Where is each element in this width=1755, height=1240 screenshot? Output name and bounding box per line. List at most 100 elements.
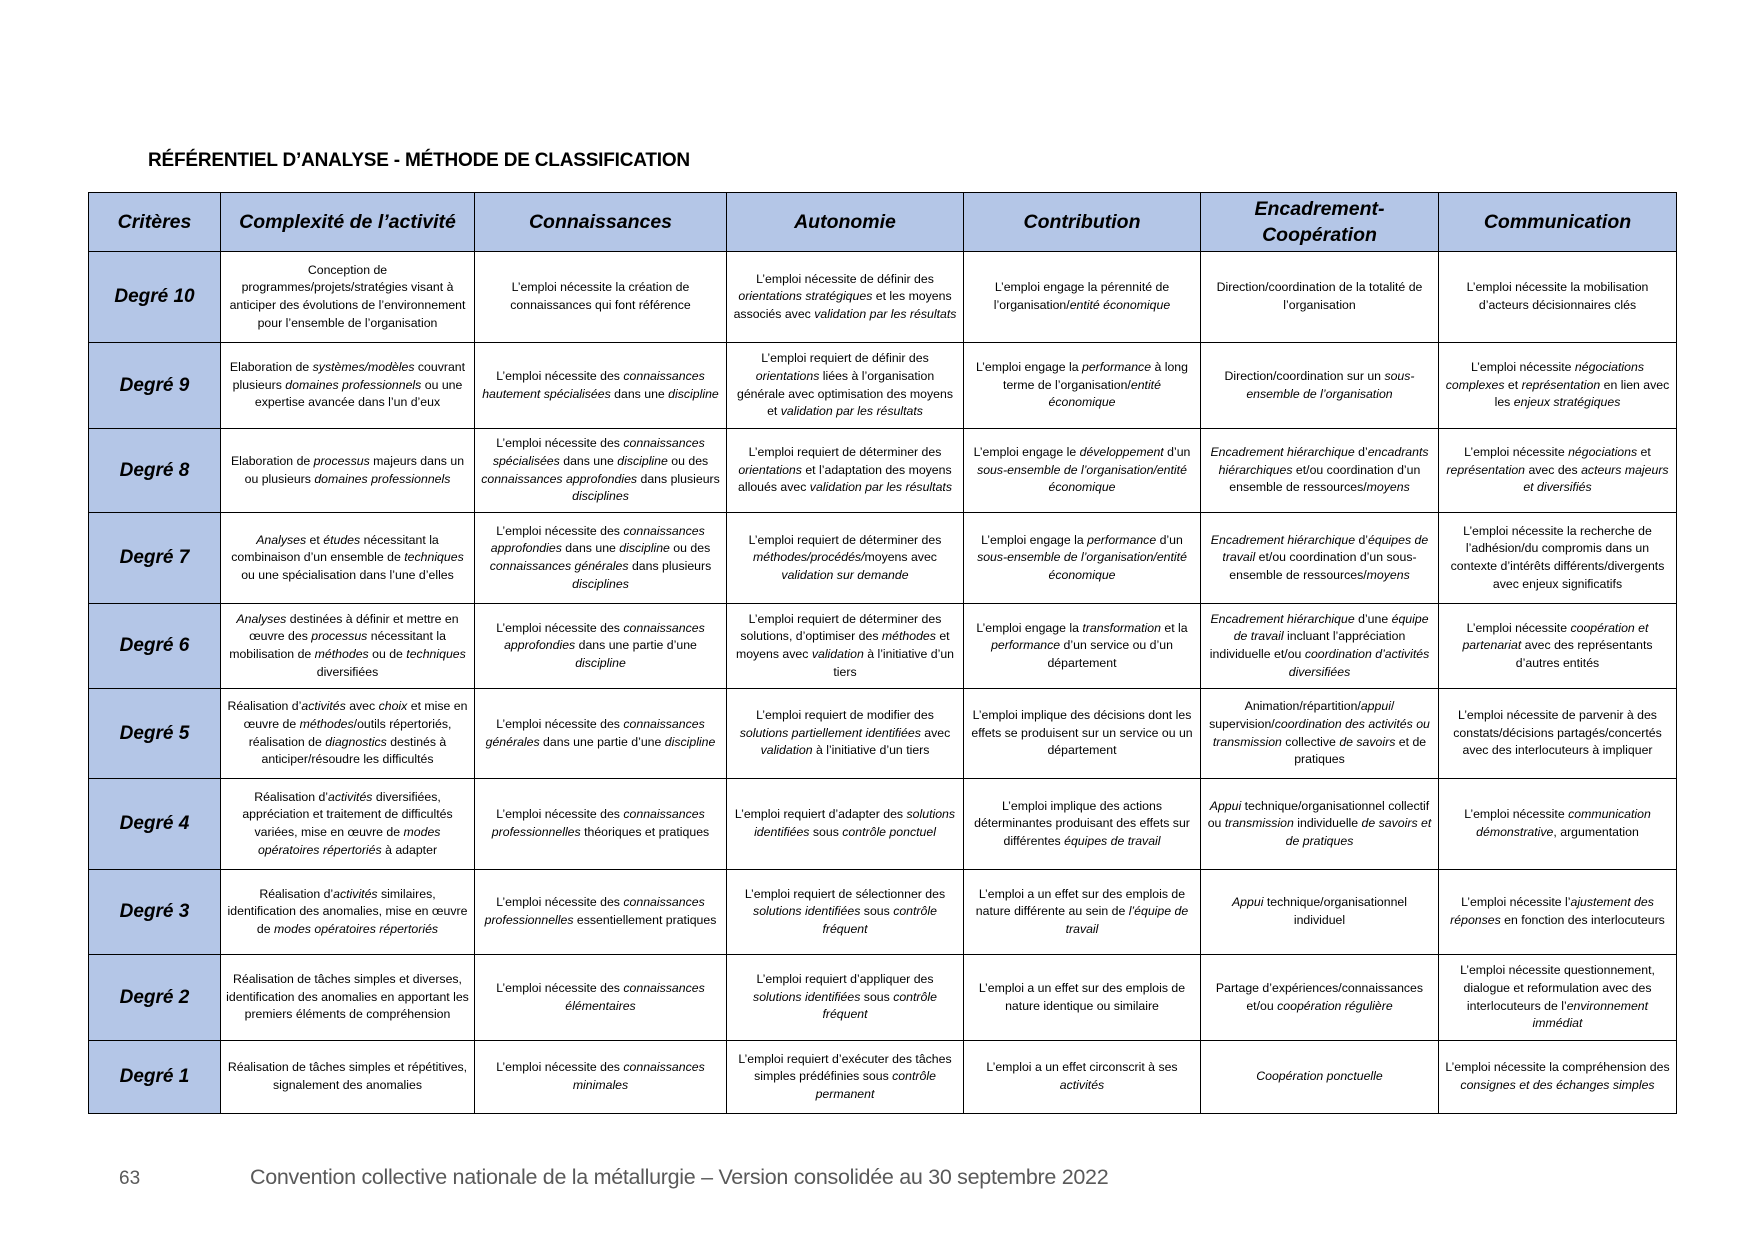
cell-communication: L’emploi nécessite la mobilisation d’act… (1438, 251, 1677, 343)
table-row: Degré 9 Elaboration de systèmes/modèles c… (88, 342, 1677, 429)
header-encadrement-cooperation: Encadrement-Coopération (1200, 192, 1439, 252)
cell-contribution: L’emploi a un effet sur des emplois de n… (963, 954, 1201, 1041)
cell-text: à l’initiative d’un tiers (833, 647, 955, 679)
table-row: Degré 4 Réalisation d’activités diversifi… (88, 778, 1677, 870)
cell-text: L’emploi requiert de déterminer des solu… (740, 611, 942, 644)
cell-text: Partage d’expériences/connaissances et/o… (1215, 980, 1424, 1013)
emphasis-text: modes opératoires répertoriés (257, 825, 441, 857)
cell-text: L’emploi nécessite questionnement, dialo… (1460, 963, 1655, 1013)
emphasis-text: méthodes (314, 647, 369, 661)
emphasis-text: processus (313, 453, 370, 468)
cell-text: L’emploi requiert de définir des (761, 351, 929, 366)
emphasis-text: discipline (619, 541, 670, 556)
emphasis-text: appui (1360, 699, 1391, 714)
emphasis-text: sous-ensemble de l’organisation/entité é… (977, 550, 1187, 582)
emphasis-text: connaissances approfondies (481, 471, 638, 486)
cell-text: essentiellement pratiques (573, 913, 717, 927)
cell-text: et moyens avec (735, 629, 950, 661)
cell-encadrement-cooperation: Direction/coordination de la totalité de… (1200, 251, 1439, 343)
cell-text: avec (920, 725, 951, 740)
emphasis-text: validation par les résultats (780, 404, 923, 419)
cell-text: L’emploi requiert d’appliquer des (756, 972, 934, 987)
emphasis-text: contrôle fréquent (822, 989, 937, 1022)
header-row: Critères Complexité de l’activité Connai… (88, 192, 1677, 252)
cell-communication: L’emploi nécessite négociations et repré… (1438, 428, 1677, 513)
cell-text: L’emploi nécessite (1464, 445, 1569, 460)
cell-autonomie: L’emploi requiert de déterminer des solu… (726, 603, 964, 689)
emphasis-text: équipe de travail (1233, 611, 1429, 644)
emphasis-text: orientations stratégiques (738, 289, 873, 304)
cell-text: L’emploi engage la pérennité de l’organi… (993, 280, 1170, 312)
cell-text: L’emploi implique des actions déterminan… (974, 798, 1190, 848)
cell-text: Réalisation d’ (259, 886, 334, 901)
emphasis-text: transmission (1224, 816, 1294, 831)
emphasis-text: disciplines (572, 489, 629, 504)
cell-text: L’emploi nécessite des (496, 1060, 624, 1075)
emphasis-text: validation par les résultats (814, 306, 957, 321)
cell-text: L’emploi engage la (981, 532, 1088, 547)
cell-text: L’emploi engage le (973, 445, 1080, 460)
cell-text: d’un (1163, 445, 1191, 460)
cell-text: Conception de programmes/projets/stratég… (229, 262, 466, 330)
cell-text: L’emploi nécessite la création de connai… (510, 280, 691, 312)
emphasis-text: connaissances minimales (572, 1060, 705, 1092)
cell-text: diversifiées (316, 664, 379, 679)
cell-connaissances: L’emploi nécessite des connaissances min… (474, 1040, 727, 1114)
cell-contribution: L’emploi engage la performance d’un sous… (963, 512, 1201, 604)
cell-text: Réalisation d’ (227, 699, 302, 714)
emphasis-text: connaissances générales (485, 716, 705, 749)
cell-text: incluant l’appréciation individuelle et/… (1209, 629, 1406, 661)
cell-text: similaires, identification des anomalies… (227, 886, 468, 936)
emphasis-text: modes opératoires répertoriés (274, 921, 439, 936)
table-row: Degré 8 Elaboration de processus majeurs … (88, 428, 1677, 513)
cell-complexite: Réalisation d’activités diversifiées, ap… (220, 778, 475, 870)
emphasis-text: domaines professionnels (285, 377, 422, 392)
cell-connaissances: L’emploi nécessite la création de connai… (474, 251, 727, 343)
cell-encadrement-cooperation: Animation/répartition/appui/ supervision… (1200, 688, 1439, 779)
cell-text: à l’initiative d’un tiers (812, 743, 930, 758)
cell-text: dans plusieurs (637, 471, 720, 486)
header-autonomie: Autonomie (726, 192, 964, 252)
cell-text: avec (345, 699, 379, 714)
cell-text: dans plusieurs (628, 559, 712, 573)
degree-label: Degré 7 (88, 512, 221, 604)
table-body: Degré 10 Conception de programmes/projets… (88, 251, 1677, 1114)
cell-autonomie: L’emploi requiert d’appliquer des soluti… (726, 954, 964, 1041)
cell-text: L’emploi engage la (976, 620, 1083, 635)
table-row: Degré 1 Réalisation de tâches simples et … (88, 1040, 1677, 1114)
cell-text: d’ (1354, 445, 1368, 460)
cell-text: dans une (610, 386, 669, 401)
table-row: Degré 3 Réalisation d’activités similaire… (88, 869, 1677, 955)
emphasis-text: performance (1087, 532, 1157, 547)
emphasis-text: contrôle fréquent (822, 904, 937, 936)
cell-complexite: Réalisation d’activités avec choix et mi… (220, 688, 475, 779)
cell-text: L’emploi requiert d’exécuter des tâches … (738, 1051, 952, 1084)
emphasis-text: entité économique (1069, 298, 1171, 312)
document-title: RÉFÉRENTIEL D’ANALYSE - MÉTHODE DE CLASS… (148, 150, 690, 171)
cell-communication: L’emploi nécessite la recherche de l’adh… (1438, 512, 1677, 604)
emphasis-text: connaissances hautement spécialisées (482, 368, 705, 401)
cell-autonomie: L’emploi nécessite de définir des orient… (726, 251, 964, 343)
cell-autonomie: L’emploi requiert de sélectionner des so… (726, 869, 964, 955)
footer-text: Convention collective nationale de la mé… (250, 1165, 1109, 1189)
emphasis-text: activités (1059, 1078, 1105, 1092)
emphasis-text: négociations complexes (1445, 360, 1644, 392)
emphasis-text: de savoirs (1339, 734, 1396, 749)
cell-complexite: Conception de programmes/projets/stratég… (220, 251, 475, 343)
degree-label: Degré 2 (88, 954, 221, 1041)
cell-text: ou une spécialisation dans l’une d’elles (241, 567, 454, 582)
emphasis-text: orientations (755, 368, 820, 383)
emphasis-text: développement (1079, 445, 1164, 460)
cell-text: L’emploi a un effet sur des emplois de n… (978, 980, 1186, 1013)
emphasis-text: disciplines (572, 576, 629, 591)
cell-contribution: L’emploi engage le développement d’un so… (963, 428, 1201, 513)
page-number: 63 (119, 1168, 141, 1189)
emphasis-text: transformation (1082, 620, 1161, 635)
emphasis-text: validation (760, 743, 813, 758)
cell-connaissances: L’emploi nécessite des connaissances pro… (474, 869, 727, 955)
emphasis-text: domaines professionnels (314, 471, 451, 486)
cell-text: à long terme de l’organisation/ (1003, 360, 1188, 392)
cell-text: dans une partie d’une (539, 734, 665, 749)
cell-text: L’emploi requiert de sélectionner des (744, 886, 946, 901)
cell-encadrement-cooperation: Appui technique/organisationnel collecti… (1200, 778, 1439, 870)
